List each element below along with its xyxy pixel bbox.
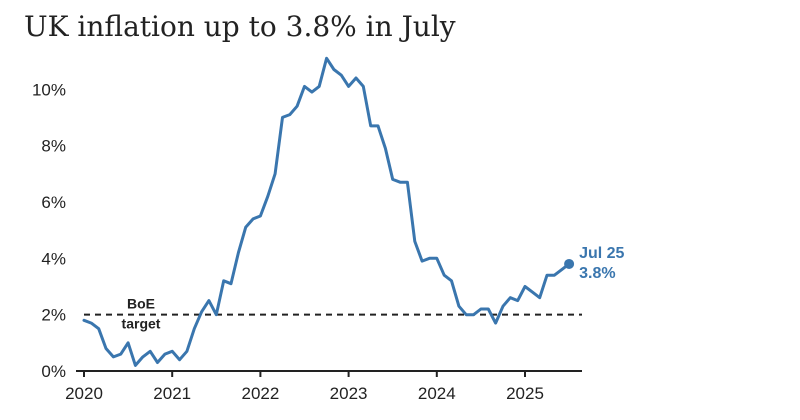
x-axis-ticks: 2020 2021 2022 2023 2024 2025 bbox=[65, 371, 544, 403]
boe-target-reference: BoE target bbox=[84, 296, 582, 332]
y-tick-label: 10% bbox=[32, 80, 66, 99]
y-tick-label: 0% bbox=[41, 362, 66, 381]
x-tick-label: 2025 bbox=[506, 384, 544, 403]
y-axis-ticks: 0% 2% 4% 6% 8% 10% bbox=[32, 80, 66, 381]
y-tick-label: 4% bbox=[41, 249, 66, 268]
x-tick-label: 2023 bbox=[330, 384, 368, 403]
latest-value-label-value: 3.8% bbox=[579, 265, 615, 282]
chart-title: UK inflation up to 3.8% in July bbox=[24, 10, 456, 43]
boe-target-label-line1: BoE bbox=[127, 296, 155, 312]
boe-target-label-line2: target bbox=[122, 316, 161, 332]
inflation-series-line bbox=[82, 56, 571, 367]
x-tick-label: 2020 bbox=[65, 384, 103, 403]
x-tick-label: 2022 bbox=[241, 384, 279, 403]
latest-value-point bbox=[564, 258, 575, 269]
y-tick-label: 2% bbox=[41, 306, 66, 325]
latest-value-label-month: Jul 25 bbox=[579, 245, 624, 262]
y-tick-label: 8% bbox=[41, 137, 66, 156]
x-tick-label: 2024 bbox=[418, 384, 456, 403]
y-tick-label: 6% bbox=[41, 193, 66, 212]
x-tick-label: 2021 bbox=[153, 384, 191, 403]
